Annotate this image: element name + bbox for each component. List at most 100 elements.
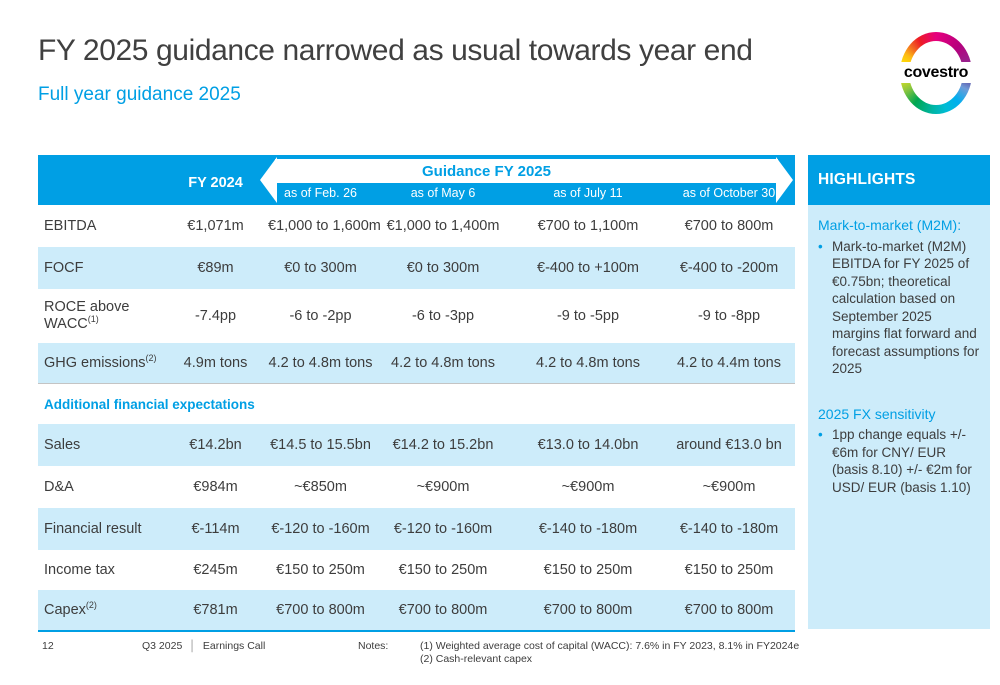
footer-event: Q3 2025 │ Earnings Call — [142, 640, 265, 652]
cell-value: €-120 to -160m — [393, 521, 493, 537]
cell-value: €150 to 250m — [276, 562, 365, 578]
cell-value: ~€900m — [561, 479, 615, 495]
footer-notes: (1) Weighted average cost of capital (WA… — [420, 640, 799, 665]
cell-value: €700 to 800m — [684, 602, 774, 618]
row-label: D&A — [38, 479, 163, 496]
row-label-text: EBITDA — [44, 217, 97, 234]
row-label-text: Capex — [44, 601, 86, 618]
row-label-superscript: (2) — [85, 599, 97, 610]
notes-label: Notes: — [358, 640, 389, 652]
cell-value: €700 to 800m — [398, 602, 488, 618]
highlights-panel: HIGHLIGHTS Mark-to-market (M2M): • Mark-to… — [808, 155, 990, 632]
cell-value: €150 to 250m — [543, 562, 633, 578]
cell-value: ~€850m — [294, 479, 347, 495]
cell-value: -9 to -8pp — [697, 308, 761, 324]
cell-value: €-140 to -180m — [538, 521, 638, 537]
bullet-text: 1pp change equals +/- €6m for CNY/ EUR (… — [832, 427, 972, 496]
bullet-text: Mark-to-market (M2M) EBITDA for FY 2025 … — [832, 238, 980, 377]
cell-value: 4.9m tons — [183, 355, 248, 371]
as-of-column-header: as of October 30 — [682, 186, 776, 200]
main-content: FY 2024 as of Feb. 26 as of May 6 as of … — [38, 155, 990, 632]
cell-value: €89m — [197, 260, 234, 276]
fy2024-column-header: FY 2024 — [188, 175, 243, 191]
cell-value: €0 to 300m — [284, 260, 357, 276]
row-label: FOCF — [38, 260, 163, 277]
table-header: FY 2024 as of Feb. 26 as of May 6 as of … — [38, 155, 795, 205]
row-label-text: GHG emissions — [44, 354, 146, 371]
page-title: FY 2025 guidance narrowed as usual towar… — [38, 34, 753, 67]
bullet-item: • 1pp change equals +/- €6m for CNY/ EUR … — [818, 426, 982, 496]
cell-value: -9 to -5pp — [556, 308, 620, 324]
cell-value: 4.2 to 4.8m tons — [268, 355, 373, 371]
footer: 12 Q3 2025 │ Earnings Call Notes: (1) Weig… — [0, 637, 1000, 677]
row-label: ROCE above WACC(1) — [38, 299, 163, 332]
row-label: Sales — [38, 437, 163, 454]
row-label-text: D&A — [44, 478, 74, 495]
table-row-dna: D&A €984m ~€850m ~€900m ~€900m ~€900m — [38, 466, 795, 508]
cell-value: €14.5 to 15.5bn — [270, 437, 371, 453]
cell-value: €984m — [193, 479, 238, 495]
highlight-heading: 2025 FX sensitivity — [818, 405, 936, 422]
row-label: EBITDA — [38, 218, 163, 235]
bullet-dot-icon: • — [818, 238, 823, 254]
logo-wordmark-band: covestro — [894, 62, 978, 83]
table-row-sales: Sales €14.2bn €14.5 to 15.5bn €14.2 to 15.2… — [38, 424, 795, 466]
cell-value: €700 to 800m — [543, 602, 633, 618]
table-row-fin: Financial result €-114m €-120 to -160m €-12… — [38, 508, 795, 550]
guidance-table: FY 2024 as of Feb. 26 as of May 6 as of … — [38, 155, 795, 632]
cell-value: €1,071m — [187, 218, 244, 234]
table-row-inc: Income tax €245m €150 to 250m €150 to 250m €… — [38, 550, 795, 590]
cell-value: €-400 to +100m — [537, 260, 639, 276]
footer-event-name: Earnings Call — [202, 640, 266, 652]
cell-value: around €13.0 bn — [676, 437, 782, 453]
table-row-focf: FOCF €89m €0 to 300m €0 to 300m €-400 to +10… — [38, 247, 795, 289]
row-label-text: Financial result — [44, 520, 142, 537]
as-of-column-header: as of Feb. 26 — [284, 186, 357, 200]
logo-wordmark: covestro — [903, 63, 969, 81]
cell-value: ~€900m — [702, 479, 756, 495]
cell-value: €150 to 250m — [684, 562, 774, 578]
highlight-section: Mark-to-market (M2M): • Mark-to-market (M2… — [818, 217, 982, 378]
cell-value: €700 to 800m — [276, 602, 365, 618]
row-label: GHG emissions(2) — [38, 352, 163, 372]
cell-value: €0 to 300m — [406, 260, 480, 276]
cell-value: 4.2 to 4.8m tons — [391, 355, 495, 371]
highlights-body: Mark-to-market (M2M): • Mark-to-market (M2… — [808, 205, 990, 629]
cell-value: €14.2bn — [189, 437, 242, 453]
bullet-item: • Mark-to-market (M2M) EBITDA for FY 2025… — [818, 238, 982, 378]
note-line: (1) Weighted average cost of capital (WA… — [420, 640, 800, 652]
cell-value: €-400 to -200m — [679, 260, 779, 276]
footer-event-period: Q3 2025 — [142, 640, 183, 652]
cell-value: -6 to -2pp — [289, 308, 352, 324]
cell-value: -6 to -3pp — [411, 308, 475, 324]
cell-value: 4.2 to 4.4m tons — [677, 355, 781, 371]
highlight-heading: Mark-to-market (M2M): — [818, 217, 962, 233]
row-label-text: FOCF — [44, 259, 84, 276]
bullet-dot-icon: • — [818, 427, 823, 443]
title-block: FY 2025 guidance narrowed as usual towar… — [38, 34, 753, 106]
row-label-text: Sales — [44, 436, 81, 453]
row-label-text: Income tax — [44, 561, 115, 578]
row-label-text: ROCE above WACC — [44, 299, 130, 332]
row-label: Financial result — [38, 521, 163, 538]
table-row-ebitda: EBITDA €1,071m €1,000 to 1,600m €1,000 to 1… — [38, 205, 795, 247]
as-of-column-header: as of May 6 — [410, 186, 476, 200]
table-row-ghg: GHG emissions(2) 4.9m tons 4.2 to 4.8m ton… — [38, 343, 795, 383]
as-of-column-header: as of July 11 — [553, 186, 623, 200]
cell-value: €14.2 to 15.2bn — [392, 437, 494, 453]
row-label: Income tax — [38, 562, 163, 579]
row-label: Capex(2) — [38, 599, 163, 619]
cell-value: -7.4pp — [194, 308, 237, 324]
row-label-superscript: (2) — [145, 352, 157, 363]
cell-value: €13.0 to 14.0bn — [537, 437, 639, 453]
cell-value: €1,000 to 1,400m — [386, 218, 500, 234]
footer-separator: │ — [189, 640, 196, 652]
note-line: (2) Cash-relevant capex — [420, 652, 533, 665]
cell-value: €150 to 250m — [398, 562, 488, 578]
page-number: 12 — [42, 640, 54, 652]
cell-value: €245m — [193, 562, 238, 578]
cell-value: €-114m — [191, 521, 240, 537]
page-subtitle: Full year guidance 2025 — [38, 84, 241, 105]
table-row-roce: ROCE above WACC(1) -7.4pp -6 to -2pp -6 to … — [38, 289, 795, 343]
